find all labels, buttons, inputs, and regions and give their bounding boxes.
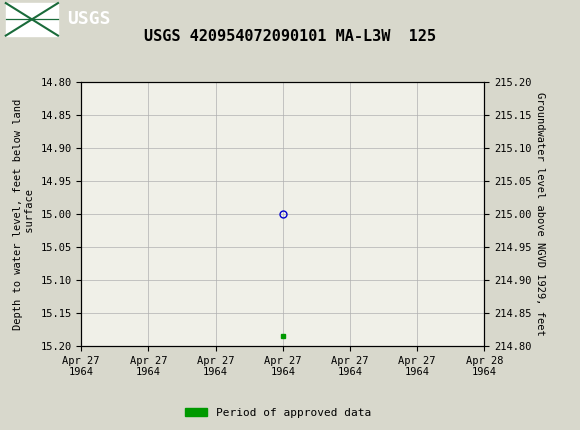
Y-axis label: Groundwater level above NGVD 1929, feet: Groundwater level above NGVD 1929, feet [535, 92, 545, 336]
Text: USGS: USGS [67, 10, 110, 28]
Bar [6, 3, 58, 36]
Legend: Period of approved data: Period of approved data [181, 403, 376, 422]
Text: USGS 420954072090101 MA-L3W  125: USGS 420954072090101 MA-L3W 125 [144, 29, 436, 44]
Y-axis label: Depth to water level, feet below land
 surface: Depth to water level, feet below land su… [13, 98, 35, 329]
